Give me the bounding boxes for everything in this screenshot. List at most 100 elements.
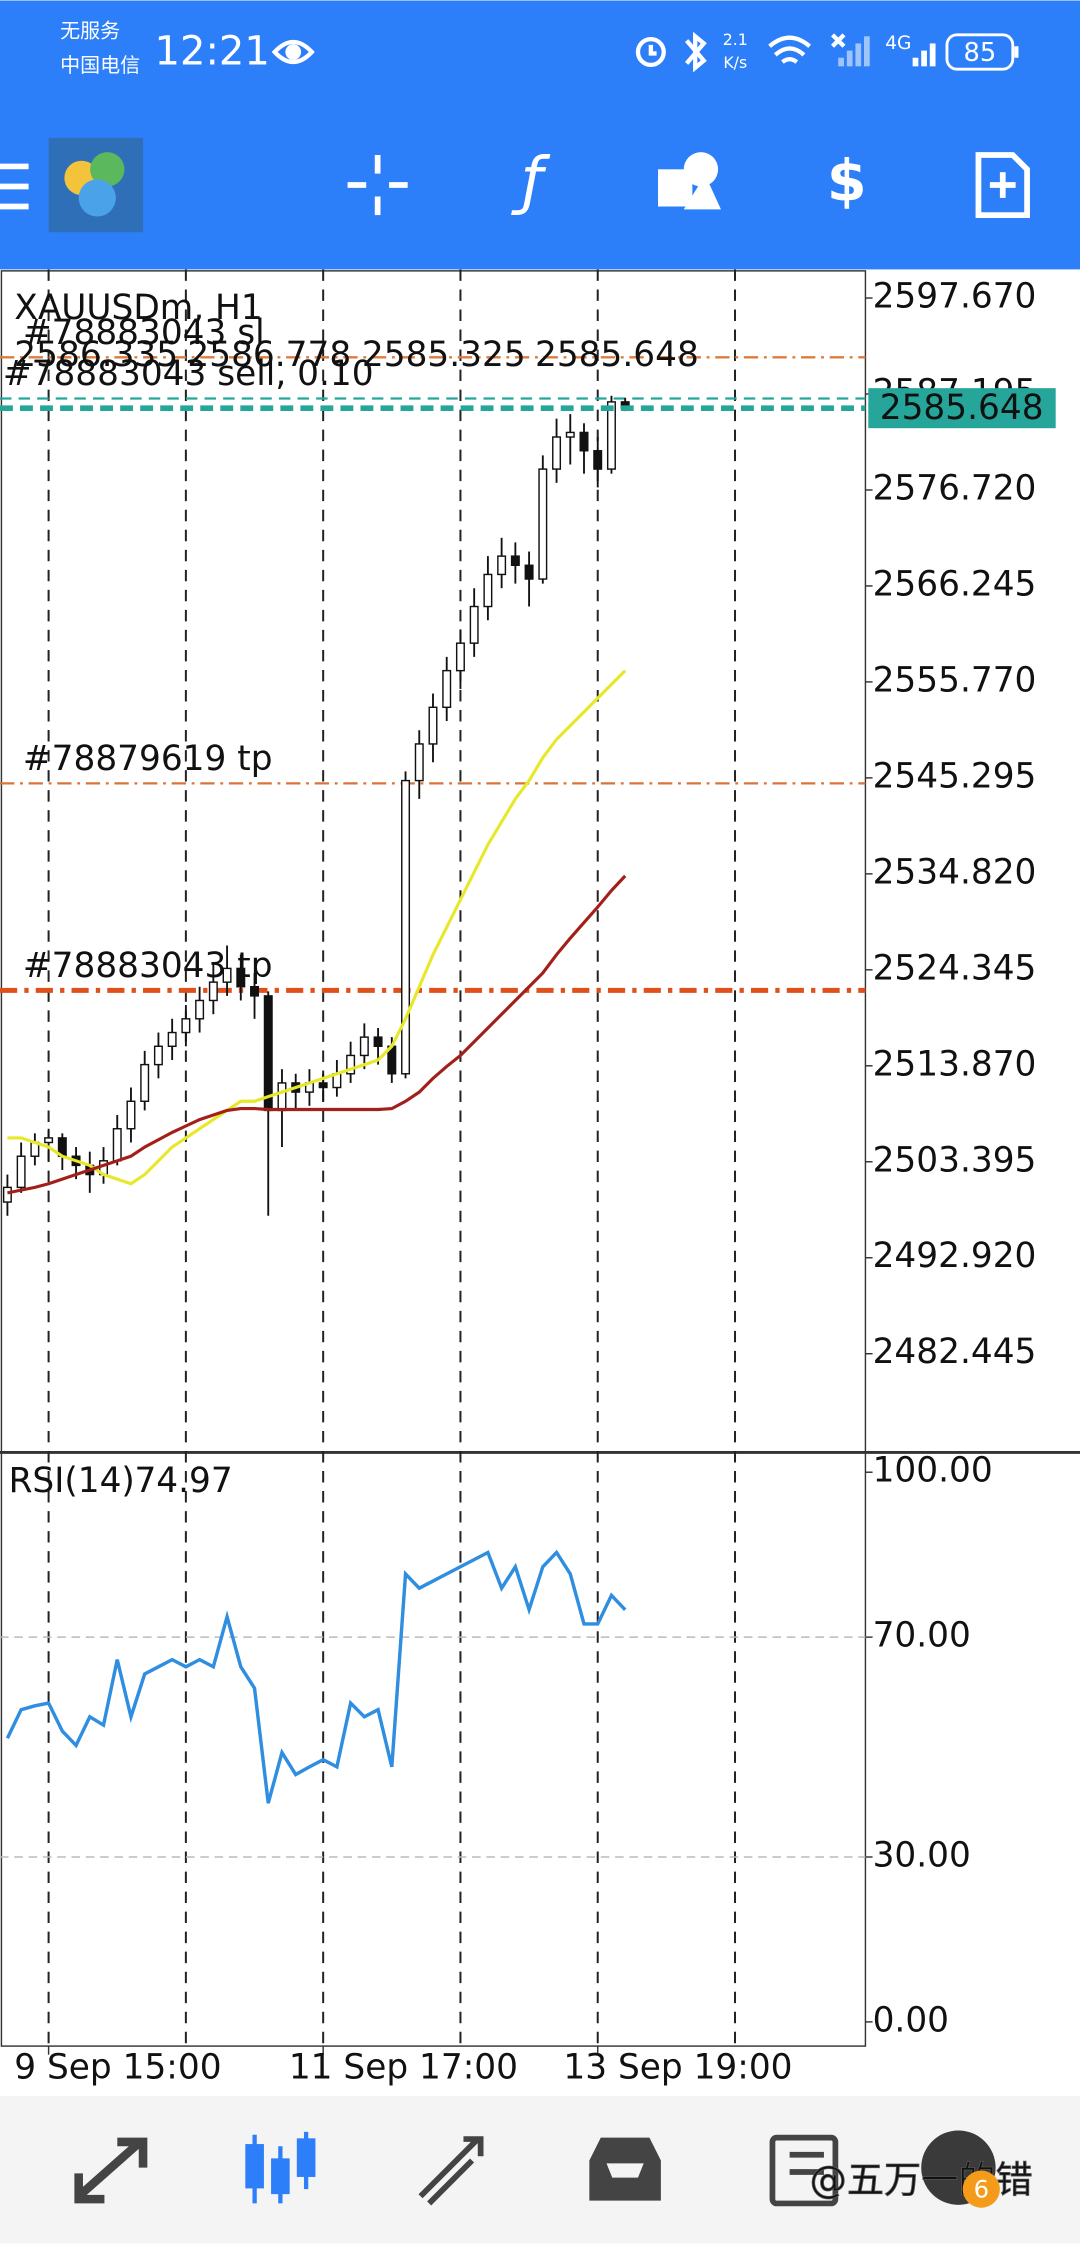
y-tick-label: 2545.295 <box>873 756 1037 796</box>
moving-average <box>7 874 627 1195</box>
carrier: 中国电信 <box>60 53 140 77</box>
rsi-line <box>5 1549 627 1804</box>
x-tick-label: 13 Sep 19:00 <box>563 2047 792 2087</box>
candle-body <box>153 1045 163 1066</box>
candle-body <box>263 995 273 1112</box>
candle-body <box>469 605 479 644</box>
candle-body <box>552 436 562 470</box>
candle-body <box>442 669 452 709</box>
candle-body <box>579 431 589 452</box>
labels: 2597.6702587.1952576.7202566.2452555.770… <box>9 277 1056 2087</box>
menu-button[interactable] <box>0 163 29 210</box>
signal-icon <box>912 43 936 67</box>
trade-button[interactable]: $ <box>827 149 867 215</box>
carrier: 无服务 <box>60 18 120 42</box>
candle-body <box>606 401 616 470</box>
y-tick-label: 2503.395 <box>873 1140 1037 1180</box>
battery-level: 85 <box>963 38 996 68</box>
battery-tip <box>1014 46 1019 58</box>
candle-body <box>510 555 520 566</box>
price-panel: #78883043 sl#78883043 sell, 0.10 #7887961… <box>0 313 866 1216</box>
net-unit: K/s <box>723 53 747 72</box>
candle-body <box>16 1155 26 1189</box>
candle-body <box>318 1082 328 1089</box>
y-tick-label: 2566.245 <box>873 564 1037 604</box>
candle-body <box>277 1082 287 1112</box>
y-tick-label: 2576.720 <box>873 468 1037 508</box>
indicator-title: RSI(14) <box>9 1461 135 1501</box>
chart-tab[interactable] <box>245 2131 316 2204</box>
watermark: @五万一的错 <box>810 2157 1033 2201</box>
candle-body <box>524 564 534 580</box>
candle-body <box>195 999 205 1020</box>
status-icons <box>635 31 846 73</box>
ohlc-value: 2585.325 <box>362 335 526 375</box>
x-tick-label: 9 Sep 15:00 <box>14 2047 221 2087</box>
rsi-panel <box>5 1549 627 1804</box>
ohlc-value: 2586.778 <box>187 335 351 375</box>
candle-body <box>126 1100 136 1130</box>
y-tick-label: 0.00 <box>873 2000 949 2040</box>
y-tick-label: 30.00 <box>873 1835 971 1875</box>
y-tick-label: 70.00 <box>873 1616 971 1656</box>
ohlc-value: 2586.335 <box>14 335 178 375</box>
candle-body <box>455 642 465 672</box>
candle-body <box>483 573 493 608</box>
y-tick-label: 100.00 <box>873 1451 993 1491</box>
badge-count: 6 <box>974 2175 989 2204</box>
order-label: #78883043 sell, 0.10 <box>3 354 374 394</box>
battery-icon <box>945 33 1015 71</box>
candle-body <box>414 743 424 782</box>
candle-body <box>2 1186 12 1203</box>
ohlc-value: 2585.648 <box>535 335 699 375</box>
trade-tab[interactable] <box>418 2136 484 2206</box>
candle-body <box>236 967 246 988</box>
y-tick-label: 2482.445 <box>873 1332 1037 1372</box>
candle-body <box>44 1137 54 1144</box>
order-label: #78879619 tp <box>23 739 273 779</box>
candle-body <box>222 967 232 983</box>
y-tick-label: 2555.770 <box>873 660 1037 700</box>
candle-body <box>167 1031 177 1048</box>
objects-button[interactable] <box>658 152 721 210</box>
crosshair-button[interactable] <box>347 155 408 216</box>
candle-body <box>181 1018 191 1034</box>
candle-body <box>538 468 548 580</box>
chart-title: XAUUSDm, H1 <box>14 288 262 328</box>
network-type: 4G <box>885 33 911 54</box>
candle-body <box>140 1063 150 1102</box>
y-tick-label: 2534.820 <box>873 852 1037 892</box>
indicator-value: 74.97 <box>134 1461 232 1501</box>
candle-body <box>112 1128 122 1162</box>
template-button[interactable] <box>975 152 1030 218</box>
candle-body <box>346 1054 356 1075</box>
y-tick-label: 2492.920 <box>873 1236 1037 1276</box>
candle-body <box>401 779 411 1075</box>
price-tag <box>868 388 1056 429</box>
clock: 12:21 <box>154 28 269 74</box>
eye-icon <box>271 39 315 65</box>
order-label: #78883043 sl <box>23 313 265 353</box>
order-label: #78883043 tp <box>23 946 273 986</box>
net-speed: 2.1 <box>723 30 748 49</box>
plot-frame <box>0 270 867 2047</box>
candle-body <box>208 981 218 1002</box>
candle-body <box>250 986 260 997</box>
history-tab[interactable] <box>589 2137 661 2201</box>
moving-average <box>7 669 627 1186</box>
app-icon[interactable] <box>48 137 144 233</box>
y-tick-label: 2513.870 <box>873 1044 1037 1084</box>
header-bg <box>0 0 1080 270</box>
news-tab[interactable] <box>769 2134 839 2207</box>
candle-body <box>359 1036 369 1057</box>
quotes-tab[interactable] <box>74 2137 148 2204</box>
candle-body <box>373 1036 383 1048</box>
badge <box>962 2170 1000 2208</box>
y-tick-label: 2524.345 <box>873 948 1037 988</box>
candle-body <box>497 555 507 576</box>
signal-icon <box>838 36 870 67</box>
candle-body <box>565 431 575 438</box>
x-tick-label: 11 Sep 17:00 <box>289 2047 518 2087</box>
